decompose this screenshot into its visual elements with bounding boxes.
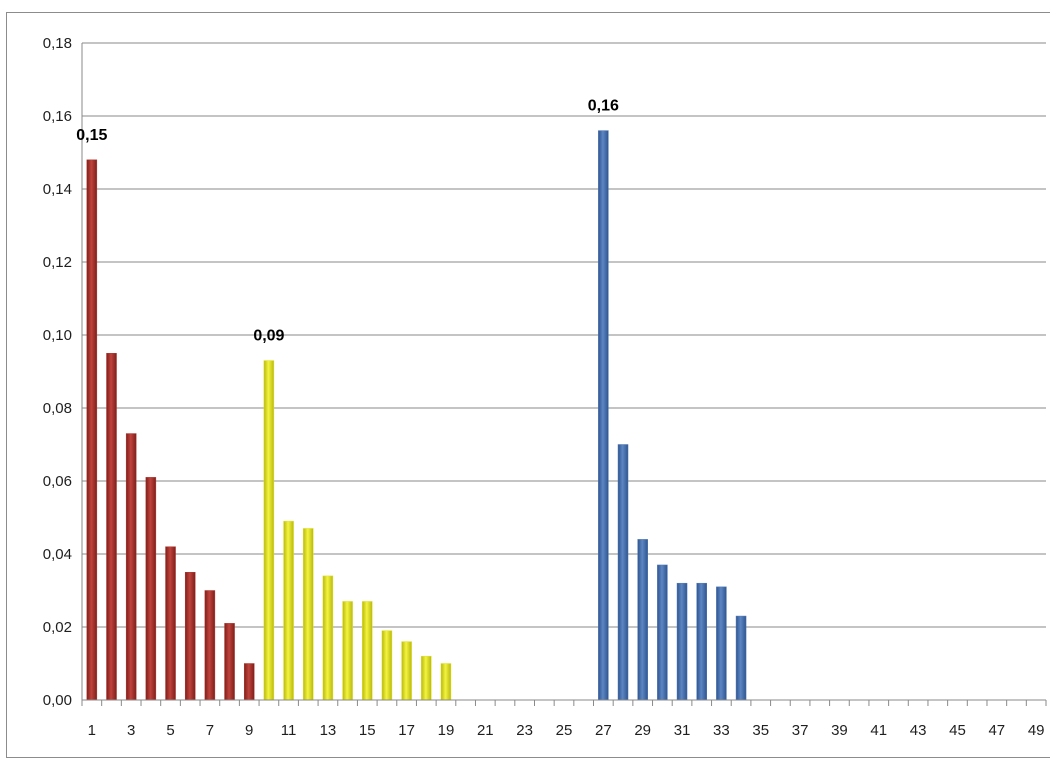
x-tick-label: 37 <box>792 722 809 739</box>
axes <box>81 43 1046 701</box>
bar <box>735 615 747 701</box>
data-label: 0,16 <box>588 98 619 115</box>
bar <box>637 539 648 701</box>
x-tick-label: 27 <box>595 722 612 739</box>
y-tick-label: 0,18 <box>43 35 72 52</box>
bar <box>243 663 255 701</box>
x-tick-label: 31 <box>674 722 691 739</box>
x-tick-label: 47 <box>988 722 1005 739</box>
bar <box>283 520 294 701</box>
x-tick-label: 45 <box>949 722 966 739</box>
bar <box>184 572 196 701</box>
bar <box>657 564 668 701</box>
bar <box>676 582 688 701</box>
bar <box>145 477 157 701</box>
chart-frame <box>6 12 1050 758</box>
x-tick-label: 5 <box>166 722 174 739</box>
bar <box>381 630 393 701</box>
x-tick-label: 13 <box>320 722 337 739</box>
x-tick-label: 1 <box>88 722 96 739</box>
bar <box>598 130 609 701</box>
bar <box>362 601 373 701</box>
y-axis-ticks: 0,00 0,02 0,04 0,06 0,08 0,10 0,12 0,14 0,16 0,18 <box>43 35 72 709</box>
x-tick-label: 21 <box>477 722 494 739</box>
x-tick-label: 29 <box>634 722 651 739</box>
bar <box>401 641 412 701</box>
x-tick-label: 43 <box>910 722 927 739</box>
data-labels: 0,15 0,09 0,16 <box>76 98 619 345</box>
x-tick-label: 17 <box>398 722 415 739</box>
bar <box>224 623 235 701</box>
x-axis-ticks: 1 3 5 7 9 11 13 15 17 19 21 23 25 27 29 31 33 35 37 39 41 43 4… <box>81 700 1047 739</box>
x-tick-label: 49 <box>1028 722 1045 739</box>
bar <box>617 444 629 701</box>
x-tick-label: 41 <box>870 722 887 739</box>
bar <box>421 655 432 701</box>
bar <box>696 582 707 701</box>
x-tick-label: 15 <box>359 722 376 739</box>
bar <box>440 663 452 701</box>
x-tick-label: 9 <box>245 722 253 739</box>
y-tick-label: 0,10 <box>43 327 72 344</box>
x-tick-label: 7 <box>206 722 214 739</box>
y-tick-label: 0,00 <box>43 692 72 709</box>
x-tick-label: 11 <box>281 722 297 739</box>
x-tick-label: 19 <box>438 722 455 739</box>
x-tick-label: 33 <box>713 722 730 739</box>
bar <box>125 433 137 701</box>
y-tick-label: 0,06 <box>43 473 72 490</box>
y-tick-label: 0,12 <box>43 254 72 271</box>
bar <box>165 546 176 701</box>
bar <box>322 575 334 701</box>
bar <box>86 159 98 701</box>
x-tick-label: 25 <box>556 722 573 739</box>
y-tick-label: 0,16 <box>43 108 72 125</box>
x-tick-label: 39 <box>831 722 848 739</box>
x-tick-label: 3 <box>127 722 135 739</box>
bar <box>716 586 727 701</box>
y-tick-label: 0,08 <box>43 400 72 417</box>
data-label: 0,09 <box>253 328 284 345</box>
bar <box>204 590 216 701</box>
bar <box>263 360 275 701</box>
y-tick-label: 0,04 <box>43 546 72 563</box>
gridlines <box>82 42 1046 628</box>
x-tick-label: 23 <box>516 722 533 739</box>
x-tick-label: 35 <box>752 722 769 739</box>
y-tick-label: 0,02 <box>43 619 72 636</box>
bar <box>342 601 353 701</box>
data-label: 0,15 <box>76 127 107 144</box>
bar <box>302 528 314 701</box>
y-tick-label: 0,14 <box>43 181 72 198</box>
bar <box>106 353 117 701</box>
bars <box>86 130 747 701</box>
